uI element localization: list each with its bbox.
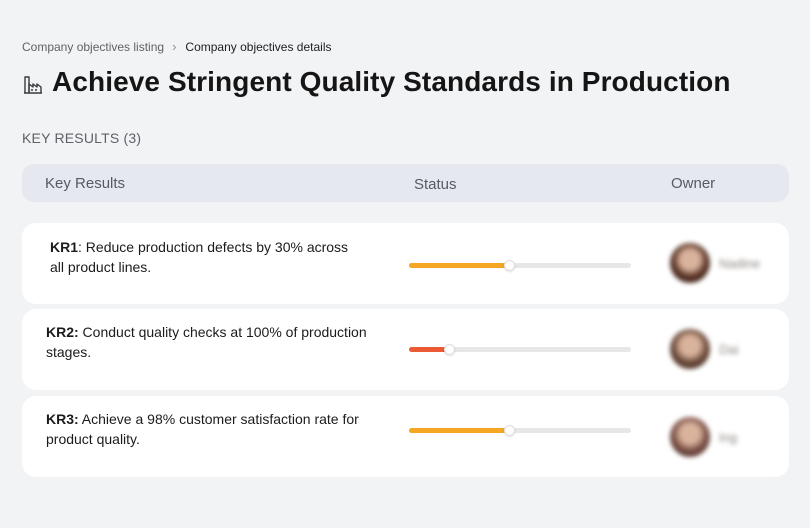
status-progress-bar[interactable]: [409, 425, 631, 436]
title-row: Achieve Stringent Quality Standards in P…: [22, 66, 731, 98]
owner-name: Ing: [719, 429, 738, 445]
owner[interactable]: Dai: [670, 329, 739, 369]
status-progress-fill: [409, 263, 509, 268]
column-header-status: Status: [414, 176, 457, 193]
status-progress-fill: [409, 347, 449, 352]
key-result-row[interactable]: KR2: Conduct quality checks at 100% of p…: [22, 309, 789, 390]
breadcrumb-current-page: Company objectives details: [185, 40, 332, 54]
key-result-row[interactable]: KR3: Achieve a 98% customer satisfaction…: [22, 396, 789, 477]
status-progress-bar[interactable]: [409, 344, 631, 355]
owner-avatar: [670, 243, 710, 283]
status-progress-bar[interactable]: [409, 260, 631, 271]
key-result-text: KR3: Achieve a 98% customer satisfaction…: [46, 409, 376, 449]
column-header-owner: Owner: [671, 175, 716, 192]
owner-name: Dai: [719, 341, 739, 357]
page-title: Achieve Stringent Quality Standards in P…: [52, 66, 731, 97]
key-result-description: : Reduce production defects by 30% acros…: [50, 239, 349, 275]
key-result-text: KR1: Reduce production defects by 30% ac…: [50, 237, 350, 277]
owner-name: Nadine: [719, 255, 761, 271]
key-results-count-label: KEY RESULTS (3): [22, 130, 142, 146]
factory-icon: [24, 75, 42, 94]
column-header-key-results: Key Results: [45, 175, 126, 192]
breadcrumb: Company objectives listing › Company obj…: [22, 40, 332, 54]
owner-avatar: [670, 329, 710, 369]
progress-handle[interactable]: [503, 260, 515, 271]
owner-avatar: [670, 417, 710, 457]
chevron-right-icon: ›: [172, 39, 177, 54]
status-progress-fill: [409, 428, 509, 433]
key-result-description: Conduct quality checks at 100% of produc…: [46, 324, 367, 360]
owner[interactable]: Nadine: [670, 243, 760, 283]
key-result-row[interactable]: KR1: Reduce production defects by 30% ac…: [22, 223, 789, 304]
key-result-text: KR2: Conduct quality checks at 100% of p…: [46, 322, 376, 362]
key-results-table-header: Key Results Status Owner: [22, 164, 789, 202]
owner[interactable]: Ing: [670, 417, 737, 457]
key-result-description: Achieve a 98% customer satisfaction rate…: [46, 411, 359, 447]
breadcrumb-objectives-listing-link[interactable]: Company objectives listing: [22, 40, 165, 54]
key-result-code: KR2:: [46, 324, 79, 340]
progress-handle[interactable]: [443, 344, 455, 355]
key-result-code: KR3:: [46, 411, 79, 427]
key-result-code: KR1: [50, 239, 79, 255]
progress-handle[interactable]: [503, 425, 515, 436]
